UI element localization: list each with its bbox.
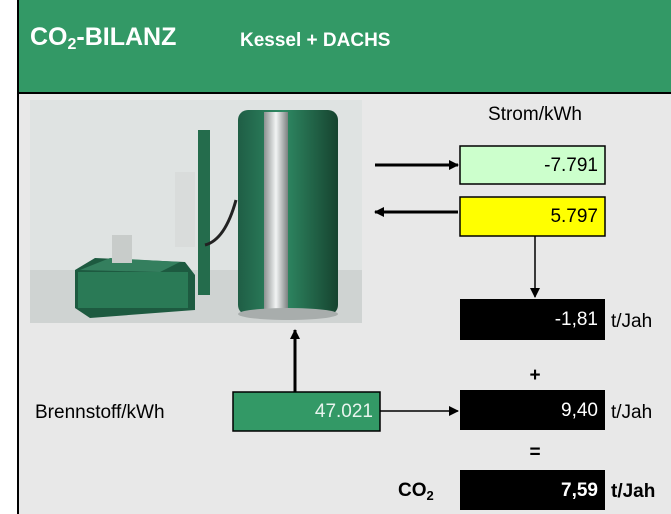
strom-label: Strom/kWh (488, 104, 582, 125)
result-value-0: -1,81 (555, 309, 598, 330)
strom-in-cell (459, 196, 606, 237)
result-cell-0 (460, 299, 605, 340)
title-main: CO (30, 23, 68, 51)
co2-label: CO2 (398, 480, 434, 503)
header-band (18, 0, 671, 93)
co2-main: CO (398, 480, 427, 501)
subtitle: Kessel + DACHS (240, 30, 390, 51)
plus-sign: + (529, 365, 540, 386)
result-unit-1: t/Jah (611, 402, 652, 423)
brennstoff-cell (232, 391, 381, 432)
result-unit-2: t/Jah (611, 481, 655, 502)
product-photo (30, 100, 362, 323)
title: CO2-BILANZ (30, 23, 176, 54)
result-value-2: 7,59 (561, 480, 598, 501)
brennstoff-value: 47.021 (315, 401, 373, 422)
equals-sign: = (529, 442, 540, 463)
title-sub: 2 (68, 36, 77, 53)
title-rest: -BILANZ (76, 23, 176, 51)
strom-out-cell (459, 145, 606, 185)
strom-out-value: -7.791 (544, 155, 598, 176)
co2-sub: 2 (427, 488, 434, 503)
brennstoff-label: Brennstoff/kWh (35, 402, 165, 423)
result-cell-2 (460, 470, 605, 510)
result-value-1: 9,40 (561, 400, 598, 421)
result-cell-1 (460, 390, 605, 430)
strom-in-value: 5.797 (550, 206, 598, 227)
result-unit-0: t/Jah (611, 311, 652, 332)
